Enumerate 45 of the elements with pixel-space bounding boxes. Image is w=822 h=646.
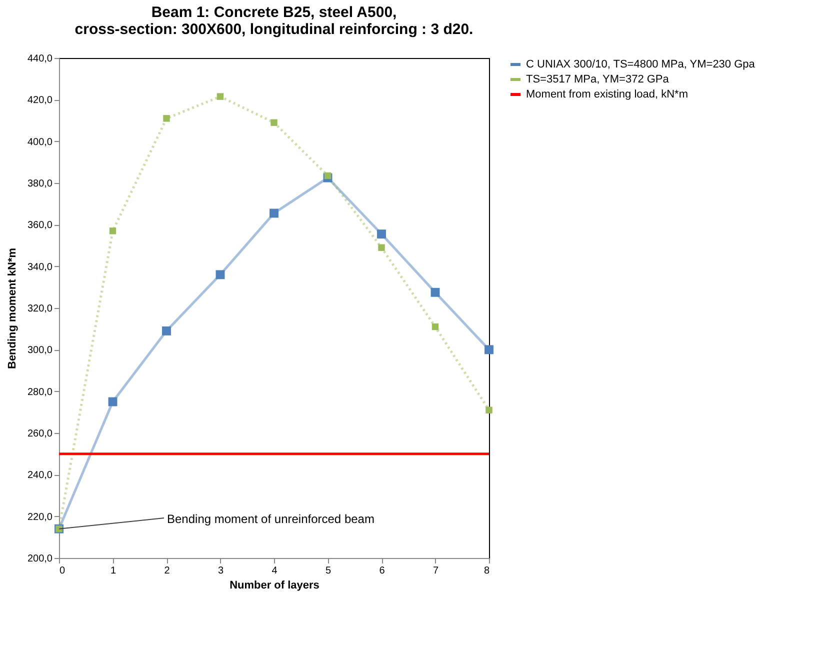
legend-label: C UNIAX 300/10, TS=4800 MPa, YM=230 Gpa xyxy=(526,58,756,70)
x-tick-label: 6 xyxy=(379,566,386,576)
y-tick-label: 340,0 xyxy=(27,262,53,273)
legend-label: TS=3517 MPa, YM=372 GPa xyxy=(526,74,670,86)
y-tick-label: 280,0 xyxy=(27,386,53,398)
text: cross-section: 300X600, longitudinal reinforcing : 3 d20. xyxy=(74,21,474,38)
x-tick-label: 8 xyxy=(484,566,490,576)
y-tick-label: 380,0 xyxy=(27,178,53,190)
point xyxy=(216,270,225,280)
point xyxy=(378,244,385,251)
y-tick-label: 420,0 xyxy=(27,95,53,106)
point xyxy=(108,397,118,406)
x-axis-title: Number of layers xyxy=(230,580,320,592)
point xyxy=(270,208,278,218)
point xyxy=(270,119,278,126)
point xyxy=(109,228,116,234)
x-tick-label: 0 xyxy=(60,566,66,576)
y-tick-label: 320,0 xyxy=(27,304,53,314)
y-tick-label: 200,0 xyxy=(27,554,53,564)
y-axis-title: Bending moment kN*m xyxy=(6,248,18,370)
point xyxy=(484,345,494,354)
text: Beam 1: Concrete B25, steel A500, xyxy=(151,4,397,21)
y-tick-label: 260,0 xyxy=(27,428,53,440)
x-tick-label: 5 xyxy=(325,566,332,576)
point xyxy=(324,172,332,180)
point xyxy=(377,230,386,239)
y-tick-label: 440,0 xyxy=(27,54,53,64)
point xyxy=(432,323,439,330)
x-tick-label: 1 xyxy=(110,566,116,576)
x-tick-label: 2 xyxy=(164,566,170,576)
y-tick-label: 220,0 xyxy=(27,512,53,523)
point xyxy=(216,93,224,100)
point xyxy=(430,288,440,297)
x-tick-label: 7 xyxy=(432,566,439,576)
legend-label: Moment from existing load, kN*m xyxy=(526,88,688,100)
y-tick-label: 300,0 xyxy=(27,345,53,356)
annotation: Bending moment of unreinforced beam xyxy=(167,512,374,526)
y-tick-label: 400,0 xyxy=(27,136,53,148)
x-tick-label: 3 xyxy=(218,566,224,576)
point xyxy=(486,406,492,414)
point xyxy=(162,326,171,336)
x-tick-label: 4 xyxy=(272,566,278,576)
point xyxy=(163,115,170,122)
y-tick-label: 240,0 xyxy=(27,470,53,482)
y-tick-label: 360,0 xyxy=(27,220,53,232)
